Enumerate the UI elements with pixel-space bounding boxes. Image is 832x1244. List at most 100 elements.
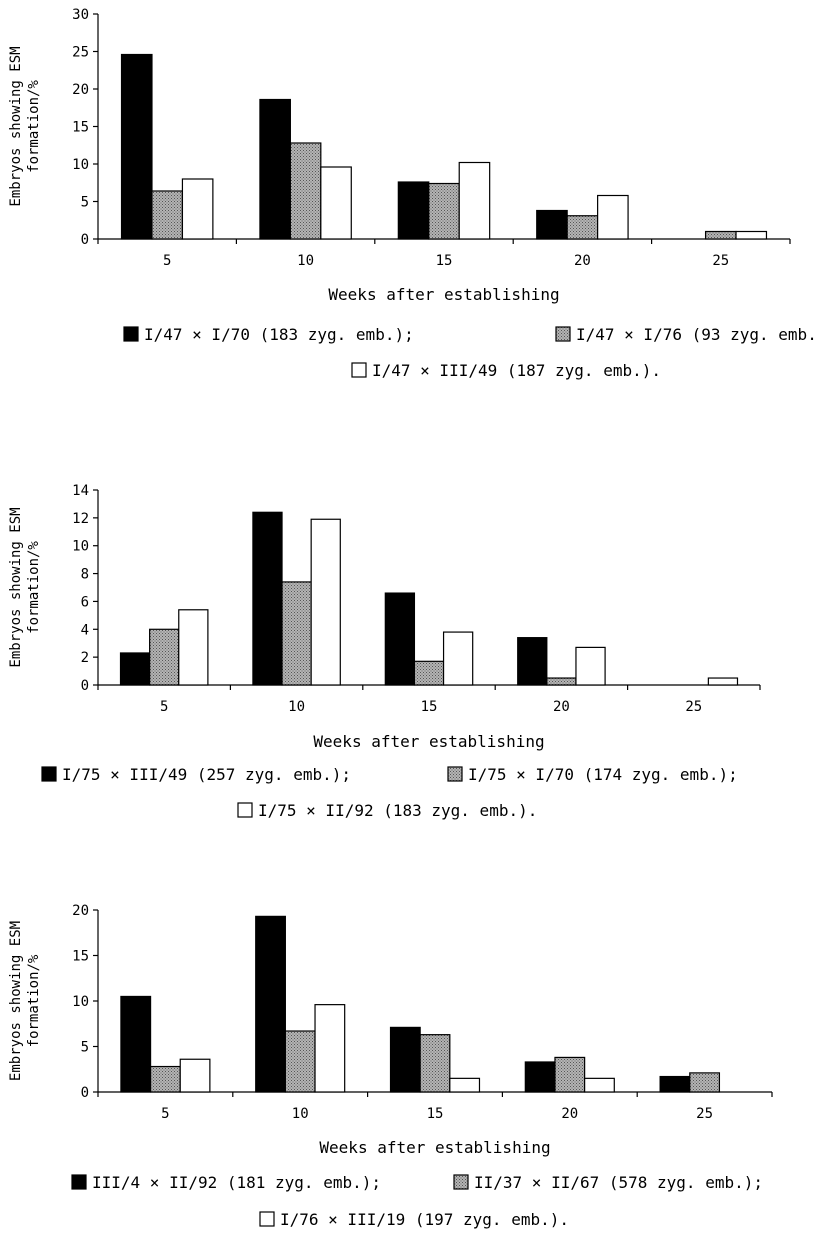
bar-series2-20: [554, 1056, 586, 1093]
bar-series1-25: [659, 1075, 691, 1093]
chart-3: 0 5 10 15 20 5 10 15 20 25 Weeks after establishin…: [8, 903, 773, 1229]
y-tick-label: 8: [81, 567, 89, 583]
x-axis-title: Weeks after establishing: [328, 285, 559, 304]
y-tick-label: 0: [81, 1085, 89, 1101]
legend-swatch-series3: [259, 1211, 275, 1227]
bar-series3-5: [179, 1058, 211, 1093]
legend-label-series1: I/47 × I/70 (183 zyg. emb.);: [144, 325, 414, 344]
x-axis-title: Weeks after establishing: [313, 732, 544, 751]
bar-series3-5: [178, 609, 209, 686]
bar-series3-10: [310, 518, 341, 686]
bar-series2-25: [704, 230, 737, 240]
bar-series2-15: [428, 182, 460, 240]
bar-series1-15: [397, 181, 430, 240]
x-tick-label: 15: [436, 253, 453, 269]
bar-series1-10: [252, 511, 283, 686]
y-tick-label: 14: [72, 483, 89, 499]
legend-label-series1: I/75 × III/49 (257 zyg. emb.);: [62, 765, 351, 784]
legend-label-series3: I/75 × II/92 (183 zyg. emb.).: [258, 801, 537, 820]
legend-swatch-series1: [123, 326, 139, 342]
legend-label-series1: III/4 × II/92 (181 zyg. emb.);: [92, 1173, 381, 1192]
bar-series2-15: [419, 1034, 451, 1093]
legend-label-series2: II/37 × II/67 (578 zyg. emb.);: [474, 1173, 763, 1192]
legend-label-series2: I/75 × I/70 (174 zyg. emb.);: [468, 765, 738, 784]
bar-series2-10: [284, 1030, 316, 1093]
bar-series1-20: [536, 209, 568, 240]
bar-series2-5: [149, 628, 180, 686]
legend-label-series3: I/47 × III/49 (187 zyg. emb.).: [372, 361, 661, 380]
y-tick-label: 10: [72, 157, 89, 173]
bar-series3-20: [575, 646, 606, 686]
x-tick-label: 25: [685, 699, 702, 715]
y-tick-label: 6: [81, 594, 89, 610]
bar-series2-25: [689, 1072, 721, 1093]
y-axis-title-line2: formation/%: [26, 954, 42, 1047]
x-tick-label: 20: [561, 1106, 578, 1122]
y-tick-label: 4: [81, 622, 89, 638]
legend-label-series2: I/47 × I/76 (93 zyg. emb.: [576, 325, 817, 344]
bar-series1-20: [524, 1061, 556, 1093]
legend-swatch-series1: [71, 1174, 87, 1190]
x-tick-label: 15: [421, 699, 438, 715]
y-tick-label: 15: [72, 120, 89, 136]
bar-series1-20: [517, 637, 548, 686]
bar-series2-5: [149, 1065, 181, 1093]
y-tick-label: 15: [72, 949, 89, 965]
bar-series1-10: [255, 915, 286, 1093]
y-tick-label: 20: [72, 903, 89, 919]
x-tick-label: 10: [292, 1106, 309, 1122]
legend-swatch-series2: [555, 326, 571, 342]
y-tick-label: 5: [81, 195, 89, 211]
x-tick-label: 5: [163, 253, 171, 269]
y-tick-label: 0: [81, 232, 89, 248]
bar-series1-10: [259, 98, 291, 240]
bar-series3-20: [597, 194, 629, 240]
bar-series2-5: [151, 190, 184, 240]
bar-series3-15: [442, 631, 474, 686]
bar-series2-15: [413, 660, 445, 686]
bar-series3-15: [449, 1077, 481, 1093]
y-tick-label: 30: [72, 7, 89, 23]
y-tick-label: 2: [81, 650, 89, 666]
y-tick-label: 25: [72, 45, 89, 61]
y-tick-label: 5: [81, 1040, 89, 1056]
bar-series3-20: [584, 1077, 615, 1093]
y-tick-label: 20: [72, 82, 89, 98]
bar-series3-5: [181, 178, 214, 240]
bar-series2-10: [289, 142, 322, 240]
legend-label-series3: I/76 × III/19 (197 zyg. emb.).: [280, 1210, 569, 1229]
legend-swatch-series2: [453, 1174, 469, 1190]
legend-swatch-series1: [41, 766, 57, 782]
bar-series1-15: [389, 1026, 421, 1093]
y-axis-title-line2: formation/%: [26, 541, 42, 634]
y-axis-title-line1: Embryos showing ESM: [8, 921, 24, 1081]
x-tick-label: 10: [288, 699, 305, 715]
x-tick-label: 5: [160, 699, 168, 715]
bar-series2-10: [281, 581, 312, 686]
y-tick-label: 12: [72, 511, 89, 527]
x-tick-label: 15: [427, 1106, 444, 1122]
y-axis-title-line1: Embryos showing ESM: [8, 46, 24, 206]
bar-series3-10: [320, 166, 352, 240]
bar-series1-5: [120, 995, 152, 1093]
y-tick-label: 10: [72, 539, 89, 555]
bar-series3-25: [707, 677, 739, 686]
y-tick-label: 0: [81, 678, 89, 694]
bar-series1-5: [119, 652, 151, 686]
legend-swatch-series3: [351, 362, 367, 378]
chart-1: 0 5 10 15 20 25 30 5 10 15 20 25 Weeks after establi…: [8, 7, 817, 380]
x-tick-label: 5: [161, 1106, 169, 1122]
bar-series1-15: [384, 592, 416, 686]
chart-2: 0 2 4 6 8 10 12 14 5 10 15 20 25 Weeks after establis…: [8, 483, 761, 820]
bar-series3-25: [735, 230, 768, 240]
bar-series1-5: [120, 53, 153, 240]
y-axis-title-line2: formation/%: [26, 80, 42, 173]
y-tick-label: 10: [72, 994, 89, 1010]
bar-series3-10: [314, 1004, 346, 1093]
y-axis-title-line1: Embryos showing ESM: [8, 507, 24, 667]
bar-series3-15: [458, 161, 491, 240]
bar-series2-20: [566, 215, 599, 240]
x-tick-label: 20: [553, 699, 570, 715]
x-tick-label: 25: [712, 253, 729, 269]
